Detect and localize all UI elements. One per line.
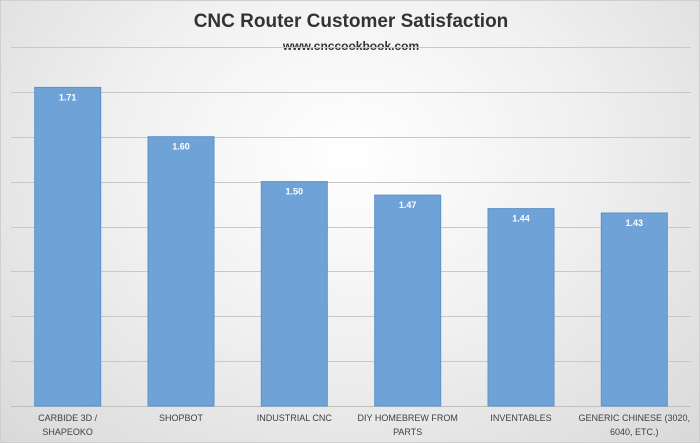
bar-5: [600, 212, 668, 407]
category-label: CARBIDE 3D / SHAPEOKO: [38, 413, 98, 437]
bar-2: [260, 181, 328, 407]
bar-3: [374, 194, 442, 407]
chart-title: CNC Router Customer Satisfaction: [193, 11, 509, 32]
bar-value-label: 1.60: [172, 142, 190, 152]
category-label: GENERIC CHINESE (3020, 6040, ETC.): [578, 413, 691, 437]
bar-value-label: 1.50: [286, 187, 304, 197]
category-label: SHOPBOT: [158, 413, 203, 423]
bar-4: [487, 208, 555, 407]
category-label: DIY HOMEBREW FROM PARTS: [357, 413, 458, 437]
chart-subtitle: www.cnccookbook.com: [282, 39, 420, 53]
category-label: INDUSTRIAL CNC: [256, 413, 332, 423]
bar-0: [34, 86, 102, 407]
bar-value-label: 1.43: [626, 218, 644, 228]
bar-value-label: 1.47: [399, 200, 417, 210]
bar-value-label: 1.71: [59, 92, 77, 102]
category-label: INVENTABLES: [490, 413, 552, 423]
bar-value-label: 1.44: [512, 214, 530, 224]
bar-1: [147, 136, 215, 407]
